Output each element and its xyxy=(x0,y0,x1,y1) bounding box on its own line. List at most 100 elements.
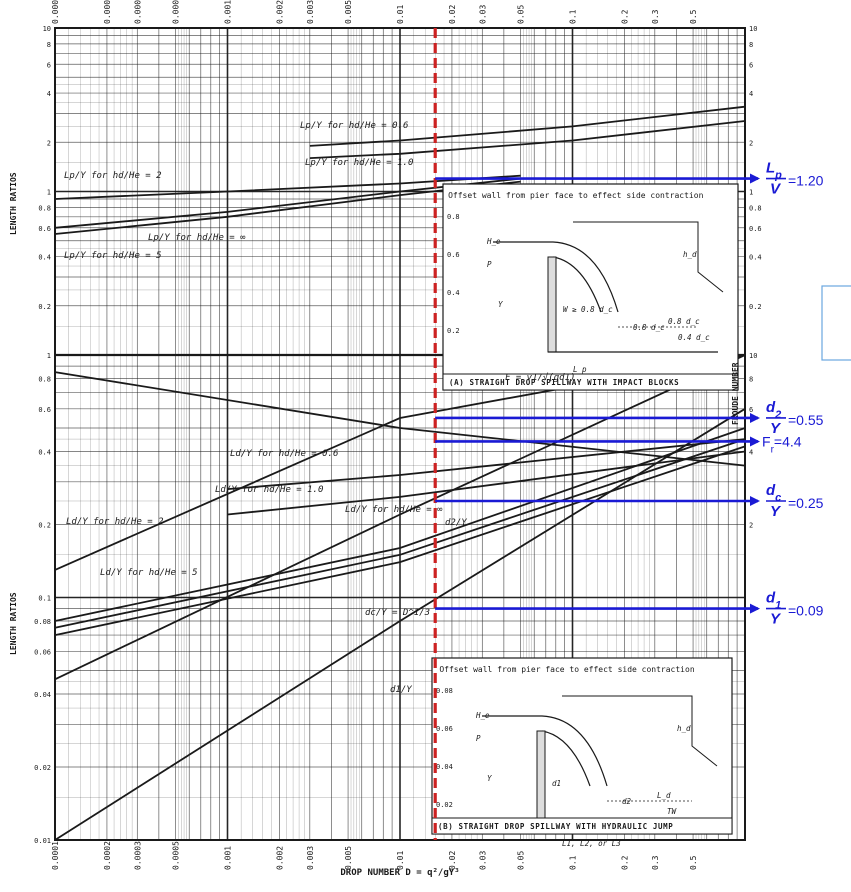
x-tick-label-top: 0.0001 xyxy=(51,0,60,24)
y2-tick-label: 2 xyxy=(749,522,753,530)
y-tick-label-a: 10 xyxy=(43,25,51,33)
inset-label: 0.8 d_c xyxy=(668,317,700,326)
x-tick-label: 0.01 xyxy=(396,851,405,870)
x-tick-label: 0.1 xyxy=(569,855,578,870)
inset-label: Y xyxy=(487,774,492,783)
inset-label: H_e xyxy=(475,711,490,720)
inset-b: Offset wall from pier face to effect sid… xyxy=(431,657,733,848)
inset-note: Offset wall from pier face to effect sid… xyxy=(448,191,703,200)
inset-label: Y xyxy=(498,300,503,309)
y-tick-label-a: 0.8 xyxy=(38,204,51,212)
x-tick-label: 0.02 xyxy=(448,851,457,870)
y-axis-title-b: LENGTH RATIOS xyxy=(9,592,18,655)
curve-label-b: d1/Y xyxy=(390,685,412,695)
chart-frame xyxy=(54,27,746,841)
x-tick-label-top: 0.05 xyxy=(517,5,526,24)
inset-wall xyxy=(536,730,546,827)
readout-value: =1.20 xyxy=(788,173,824,189)
x-tick-label-top: 0.001 xyxy=(224,0,233,24)
y2-tick-label: 10 xyxy=(749,352,757,360)
x-tick-label: 0.0005 xyxy=(172,841,181,870)
readout-value: =0.55 xyxy=(788,412,824,428)
curve-label-b: Ld/Y for hd/He = ∞ xyxy=(345,505,443,515)
inset-label: L1, L2, or L3 xyxy=(562,839,621,848)
x-tick-label-top: 0.0002 xyxy=(103,0,112,24)
x-axis-title: DROP NUMBER D = q²/gY³ xyxy=(340,868,459,878)
y-tick-label-a-right: 0.4 xyxy=(749,254,762,262)
inset-tick: 0.8 xyxy=(447,213,460,221)
curve-label-b: dc/Y = D^1/3 xyxy=(365,608,430,618)
readout-denominator: V xyxy=(770,181,782,198)
y-tick-label-a: 4 xyxy=(47,90,51,98)
curve-b-0 xyxy=(54,371,746,467)
curve-label-a: Lp/Y for hd/He = 1.0 xyxy=(305,158,413,168)
readout-numerator: d2 xyxy=(766,399,781,421)
y-axis-title-a: LENGTH RATIOS xyxy=(9,172,18,235)
x-tick-label-top: 0.02 xyxy=(448,5,457,24)
y-tick-label-a-right: 8 xyxy=(749,41,753,49)
inset-label: W ≥ 0.8 d_c xyxy=(563,305,613,314)
y-tick-label-a-right: 10 xyxy=(749,25,757,33)
x-tick-label-top: 0.3 xyxy=(651,9,660,24)
inset-label: H_e xyxy=(486,237,501,246)
y-tick-label-a: 8 xyxy=(47,41,51,49)
y-tick-label-b: 1 xyxy=(47,352,51,360)
y-tick-label-a-right: 1 xyxy=(749,189,753,197)
inset-wall xyxy=(547,256,557,353)
inset-caption-box xyxy=(442,373,739,391)
inset-label: P xyxy=(487,260,492,269)
y-tick-label-a-right: 2 xyxy=(749,139,753,147)
inset-note: Offset wall from pier face to effect sid… xyxy=(439,665,694,674)
y2-tick-label: 4 xyxy=(749,449,753,457)
x-tick-label: 0.0003 xyxy=(133,841,142,870)
inset-label: h_d xyxy=(683,250,697,259)
inset-nappe xyxy=(482,715,608,787)
readout-value: =0.25 xyxy=(788,495,824,511)
readout-numerator: dc xyxy=(766,482,781,504)
y-tick-label-a: 1 xyxy=(47,189,51,197)
inset-caption: (B) STRAIGHT DROP SPILLWAY WITH HYDRAULI… xyxy=(438,822,673,831)
readout-value: =0.09 xyxy=(788,603,824,619)
x-tick-label: 0.003 xyxy=(306,846,315,870)
inset-label: P xyxy=(476,734,481,743)
curve-label-a: Lp/Y for hd/He = 0.6 xyxy=(300,121,408,131)
y-tick-label-b: 0.4 xyxy=(38,449,51,457)
y-tick-label-a-right: 6 xyxy=(749,61,753,69)
curve-label-b: Ld/Y for hd/He = 1.0 xyxy=(215,485,323,495)
y-tick-label-b: 0.1 xyxy=(38,595,51,603)
inset-tick: 0.4 xyxy=(447,289,460,297)
curve-a-1 xyxy=(309,120,746,159)
y-tick-label-a-right: 4 xyxy=(749,90,753,98)
inset-tick: 0.04 xyxy=(436,763,453,771)
x-tick-label-top: 0.0003 xyxy=(133,0,142,24)
inset-tick: 0.06 xyxy=(436,725,453,733)
x-tick-label-top: 0.2 xyxy=(620,9,629,24)
x-tick-label: 0.005 xyxy=(344,846,353,870)
x-tick-label-top: 0.0005 xyxy=(172,0,181,24)
inset-label: TW xyxy=(667,807,678,816)
inset-box xyxy=(431,657,733,835)
curve-label-b: Ld/Y for hd/He = 0.6 xyxy=(230,449,338,459)
x-tick-label: 0.3 xyxy=(651,855,660,870)
x-tick-label-top: 0.002 xyxy=(275,0,284,24)
y-tick-label-a: 6 xyxy=(47,61,51,69)
insets-layer: Offset wall from pier face to effect sid… xyxy=(431,183,739,848)
x-tick-label-top: 0.01 xyxy=(396,5,405,24)
curve-b-2 xyxy=(227,450,746,516)
y-tick-label-a: 0.6 xyxy=(38,225,51,233)
y-tick-label-a: 2 xyxy=(47,139,51,147)
y-tick-label-b: 0.04 xyxy=(34,691,51,699)
x-tick-label-top: 0.005 xyxy=(344,0,353,24)
readout-numerator: d1 xyxy=(766,590,781,612)
y2-axis-title: FROUDE NUMBER xyxy=(731,362,740,425)
grid-layer xyxy=(54,28,746,841)
curve-a-0 xyxy=(309,105,746,147)
y2-tick-label: 8 xyxy=(749,376,753,384)
y-tick-label-b: 0.2 xyxy=(38,522,51,530)
right-edge-box xyxy=(821,285,851,361)
y-tick-label-a: 0.4 xyxy=(38,254,51,262)
curve-label-b: Ld/Y for hd/He = 2 xyxy=(66,517,164,527)
y-tick-label-a-right: 0.8 xyxy=(749,204,762,212)
